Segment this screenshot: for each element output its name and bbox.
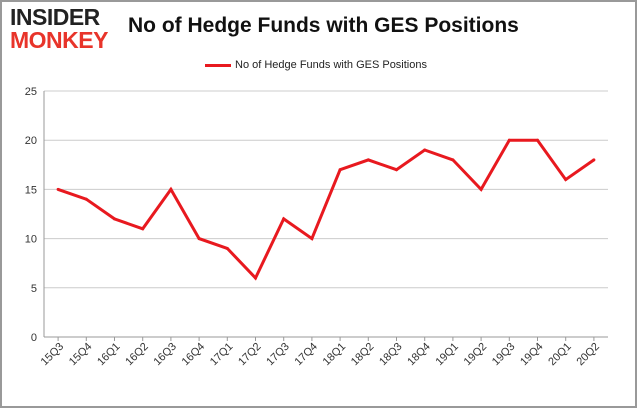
x-tick-label: 20Q1 [546,341,574,369]
x-tick-label: 16Q2 [123,341,151,369]
data-point [141,227,145,231]
chart-legend: No of Hedge Funds with GES Positions [205,57,427,73]
x-tick-label: 16Q4 [180,341,208,369]
data-point [592,158,596,162]
x-tick-label: 20Q2 [574,341,602,369]
x-tick-label: 16Q1 [95,341,123,369]
data-point [197,237,201,241]
x-tick-label: 17Q4 [292,341,320,369]
logo-text-insider: INSIDER [10,4,100,30]
data-point [564,178,568,182]
insider-monkey-logo: INSIDER MONKEY [10,6,118,54]
x-tick-label: 19Q2 [462,341,490,369]
x-tick-label: 17Q2 [236,341,264,369]
data-point [507,138,511,142]
data-point [254,276,257,280]
legend-swatch [205,63,231,67]
series-line [57,138,595,281]
x-tick-label: 15Q4 [67,341,95,369]
x-tick-label: 15Q3 [39,341,67,369]
data-point [282,217,286,221]
y-tick-labels: 0 5 10 15 20 25 [25,86,37,344]
data-point [84,197,88,201]
series [56,138,596,281]
x-tick-label: 16Q3 [151,341,179,369]
x-tick-label: 18Q1 [321,341,349,369]
data-point [536,138,539,142]
x-tick-label: 18Q2 [349,341,377,369]
data-point [56,187,60,191]
y-tick-label: 0 [31,332,37,344]
data-point [479,187,483,191]
x-tick-label: 19Q3 [490,341,518,369]
data-point [169,187,173,191]
logo-text-monkey: MONKEY [10,27,108,53]
data-point [113,217,116,221]
y-tick-label: 20 [25,135,37,147]
y-tick-label: 5 [31,283,37,295]
data-point [338,168,342,172]
data-point [395,168,398,172]
data-point [423,148,427,152]
gridlines [44,90,608,289]
x-tick-label: 18Q3 [377,341,405,369]
x-tick-label: 19Q1 [433,341,461,369]
data-point [451,158,455,162]
data-point [366,158,370,162]
y-tick-label: 15 [25,184,37,196]
x-tick-label: 18Q4 [405,341,433,369]
data-point [310,237,314,241]
axes [43,91,608,341]
legend-label: No of Hedge Funds with GES Positions [235,59,427,71]
chart-title: No of Hedge Funds with GES Positions [128,14,519,37]
x-tick-label: 19Q4 [518,341,546,369]
y-tick-label: 25 [25,86,37,98]
x-tick-label: 17Q3 [264,341,292,369]
y-tick-label: 10 [25,234,37,246]
data-point [225,246,229,250]
x-tick-labels: 15Q3 15Q4 16Q1 16Q2 16Q3 16Q4 17Q1 17Q2 17Q3 17Q4… [39,341,602,369]
x-tick-label: 17Q1 [208,341,236,369]
